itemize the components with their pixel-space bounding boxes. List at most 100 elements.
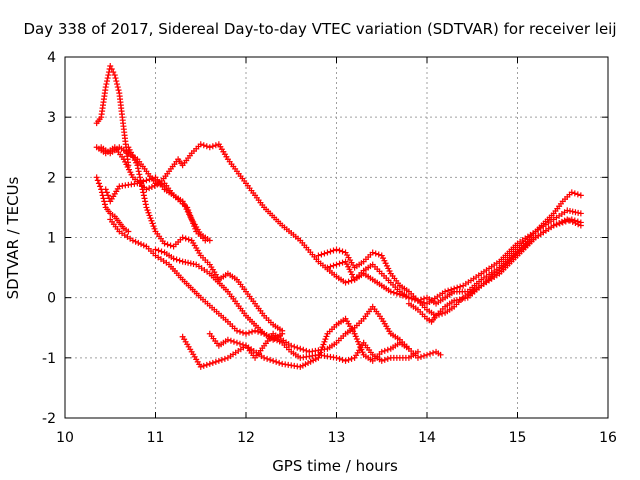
data-point [448, 286, 455, 293]
data-point [206, 144, 213, 151]
data-point [146, 176, 153, 183]
data-point [420, 352, 427, 359]
data-point [149, 220, 156, 227]
data-point [227, 337, 234, 344]
data-point [190, 260, 197, 267]
data-point [321, 338, 328, 345]
data-point [375, 251, 382, 258]
data-point [246, 329, 253, 336]
data-point [233, 339, 240, 346]
data-point [571, 190, 578, 197]
data-point [273, 358, 280, 365]
data-point [148, 217, 155, 224]
x-tick-label: 14 [418, 430, 436, 446]
data-point [276, 359, 283, 366]
data-point [564, 207, 571, 214]
data-point [224, 336, 231, 343]
data-point [456, 296, 463, 303]
data-point [138, 241, 145, 248]
series-arc-13 [405, 216, 584, 325]
data-point [297, 345, 304, 352]
data-point [459, 295, 466, 302]
data-point [294, 344, 301, 351]
data-point [212, 142, 219, 149]
data-point [393, 290, 400, 297]
data-point [202, 237, 209, 244]
data-point [381, 347, 388, 354]
series-arc-6 [107, 216, 286, 343]
data-point [420, 295, 427, 302]
data-point [330, 247, 337, 254]
data-point [411, 296, 418, 303]
data-point [562, 218, 569, 225]
data-point [319, 344, 326, 351]
data-point [115, 87, 122, 94]
y-tick-label: 0 [47, 291, 56, 307]
data-point [249, 328, 256, 335]
data-point [140, 189, 147, 196]
data-point [324, 249, 331, 256]
data-point [140, 192, 147, 199]
data-point [568, 189, 575, 196]
data-point [203, 361, 210, 368]
data-point [239, 341, 246, 348]
data-points [93, 63, 584, 370]
data-point [408, 295, 415, 302]
data-point [95, 180, 102, 187]
data-point [378, 357, 385, 364]
x-tick-label: 12 [237, 430, 255, 446]
data-point [135, 168, 142, 175]
data-point [112, 75, 119, 82]
data-point [135, 165, 142, 172]
data-point [324, 264, 331, 271]
data-point [359, 349, 366, 356]
data-point [436, 311, 443, 318]
data-point [239, 329, 246, 336]
data-point [462, 295, 469, 302]
data-point [571, 217, 578, 224]
data-point [218, 356, 225, 363]
data-point [320, 341, 327, 348]
data-point [97, 183, 104, 190]
data-point [352, 333, 359, 340]
data-point [182, 259, 189, 266]
data-point [318, 251, 325, 258]
data-point [189, 217, 196, 224]
data-point [93, 174, 100, 181]
data-point [221, 355, 228, 362]
data-point [135, 239, 142, 246]
data-point [139, 186, 146, 193]
data-point [457, 283, 464, 290]
data-point [99, 192, 106, 199]
data-point [203, 143, 210, 150]
data-point [190, 220, 197, 227]
data-point [417, 353, 424, 360]
data-point [303, 347, 310, 354]
series-arc-9 [179, 303, 444, 370]
data-point [577, 192, 584, 199]
data-point [261, 354, 268, 361]
data-point [566, 208, 573, 215]
data-point [424, 351, 430, 358]
data-point [417, 296, 424, 303]
data-point [405, 294, 412, 301]
data-point [430, 349, 437, 356]
y-tick-label: 3 [47, 110, 56, 126]
data-point [577, 210, 584, 217]
data-point [138, 180, 145, 187]
data-point [143, 204, 150, 211]
data-point [187, 212, 194, 219]
data-point [155, 247, 162, 254]
data-point [173, 256, 180, 263]
data-point [378, 348, 385, 355]
data-point [215, 357, 222, 364]
data-point [192, 225, 199, 232]
data-point [114, 81, 121, 88]
data-point [321, 250, 328, 257]
data-point [550, 222, 557, 229]
data-point [556, 220, 563, 227]
data-point [200, 362, 207, 369]
data-point [318, 346, 325, 353]
data-point [317, 349, 324, 356]
